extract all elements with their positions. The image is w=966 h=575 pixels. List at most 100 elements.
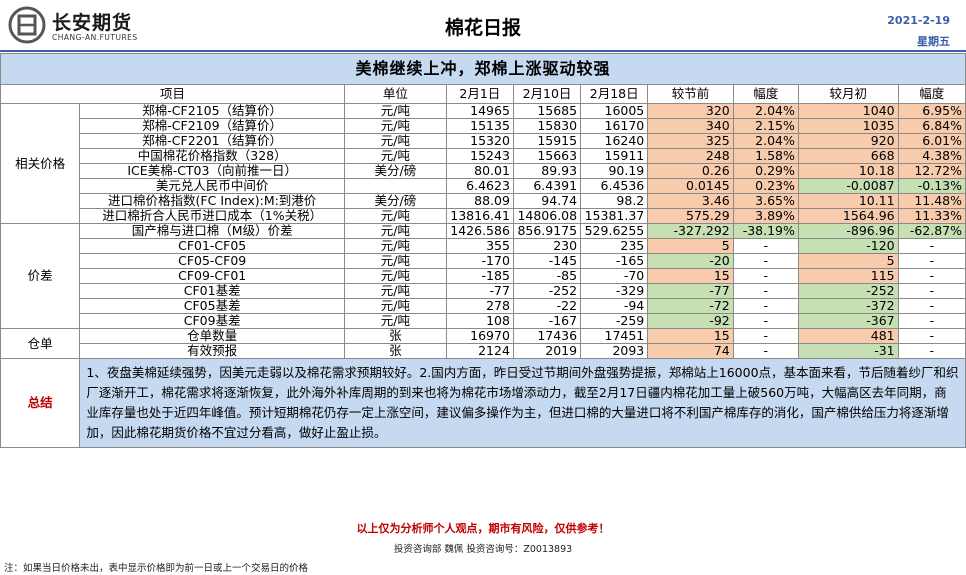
item-name: 郑棉-CF2109（结算价） [79,118,345,134]
change-vs-month-start: -372 [797,298,899,314]
col-header-item: 项目 [0,84,345,104]
item-name: 有效预报 [79,343,345,359]
item-unit: 元/吨 [343,283,447,299]
pct-vs-holiday: -38.19% [732,223,799,239]
col-header-feb1: 2月1日 [445,84,514,104]
pct-vs-holiday: - [732,253,799,269]
col-header-unit: 单位 [343,84,447,104]
value-feb18: 17451 [580,328,649,344]
change-vs-month-start: 115 [797,268,899,284]
change-vs-holiday: 74 [647,343,734,359]
change-vs-month-start: 1035 [797,118,899,134]
value-feb10: -85 [512,268,582,284]
value-feb10: -22 [512,298,582,314]
value-feb1: -77 [445,283,514,299]
change-vs-holiday: 15 [647,328,734,344]
value-feb1: 88.09 [445,193,514,209]
value-feb10: 6.4391 [512,178,582,194]
column-header-row: 项目 单位 2月1日 2月10日 2月18日 较节前 幅度 较月初 幅度 [0,84,966,104]
pct-vs-month-start: - [897,328,966,344]
item-unit: 元/吨 [343,148,447,164]
pct-vs-holiday: 3.89% [732,208,799,224]
footnote: 注：如果当日价格未出，表中显示价格即为前一日或上一个交易日的价格 [4,563,309,574]
item-name: 中国棉花价格指数（328） [79,148,345,164]
value-feb1: 15135 [445,118,514,134]
table-row: 郑棉-CF2109（结算价） 元/吨 15135 15830 16170 340 2.15%… [1,118,966,134]
risk-disclaimer: 以上仅为分析师个人观点，期市有风险，仅供参考！ [356,522,610,535]
value-feb10: 15915 [512,133,582,149]
change-vs-month-start: 920 [797,133,899,149]
value-feb18: 16170 [580,118,649,134]
item-name: CF09-CF01 [79,268,345,284]
value-feb1: 80.01 [445,163,514,179]
pct-vs-month-start: 6.01% [897,133,966,149]
value-feb1: 16970 [445,328,514,344]
item-name: 仓单数量 [79,328,345,344]
change-vs-holiday: 320 [647,103,734,119]
value-feb18: -94 [580,298,649,314]
advisor-info: 投资咨询部 魏佩 投资咨询号：Z0013893 [393,544,573,555]
change-vs-month-start: -252 [797,283,899,299]
value-feb1: 6.4623 [445,178,514,194]
pct-vs-month-start: - [897,253,966,269]
pct-vs-holiday: 3.65% [732,193,799,209]
change-vs-holiday: -92 [647,313,734,329]
pct-vs-holiday: - [732,328,799,344]
change-vs-holiday: -20 [647,253,734,269]
value-feb10: -167 [512,313,582,329]
value-feb18: -329 [580,283,649,299]
change-vs-month-start: 1040 [797,103,899,119]
pct-vs-month-start: - [897,343,966,359]
value-feb10: 15663 [512,148,582,164]
change-vs-month-start: -0.0087 [797,178,899,194]
change-vs-holiday: -77 [647,283,734,299]
pct-vs-holiday: - [732,298,799,314]
item-unit: 美分/磅 [343,193,447,209]
section-label: 价差 [0,223,81,329]
pct-vs-month-start: - [897,238,966,254]
change-vs-month-start: 481 [797,328,899,344]
change-vs-month-start: 10.11 [797,193,899,209]
value-feb10: 230 [512,238,582,254]
table-row: CF09-CF01 元/吨 -185 -85 -70 15-115- [1,268,966,284]
item-name: CF01-CF05 [79,238,345,254]
change-vs-month-start: -31 [797,343,899,359]
pct-vs-holiday: - [732,343,799,359]
item-unit: 元/吨 [343,268,447,284]
value-feb1: 13816.41 [445,208,514,224]
report-date: 2021-2-19 [887,14,950,27]
value-feb18: -165 [580,253,649,269]
section-label: 相关价格 [0,103,81,224]
col-header-pct1: 幅度 [732,84,799,104]
col-header-vs-month-start: 较月初 [797,84,899,104]
change-vs-holiday: 248 [647,148,734,164]
table-row: 价差 国产棉与进口棉（M级）价差 元/吨 1426.586 856.9175 529.62… [0,223,966,329]
pct-vs-holiday: 2.04% [732,133,799,149]
change-vs-holiday: 5 [647,238,734,254]
table-row: 进口棉价格指数(FC Index):M:到港价 美分/磅 88.09 94.74 98.… [1,193,966,209]
item-unit: 元/吨 [343,298,447,314]
pct-vs-month-start: -0.13% [897,178,966,194]
value-feb1: 278 [445,298,514,314]
pct-vs-month-start: 6.95% [897,103,966,119]
value-feb1: 2124 [445,343,514,359]
report-header: 长安期货 CHANG-AN.FUTURES 棉花日报 2021-2-19 星期五 [0,0,966,52]
value-feb10: -252 [512,283,582,299]
col-header-feb10: 2月10日 [512,84,582,104]
change-vs-month-start: -896.96 [797,223,899,239]
change-vs-holiday: 325 [647,133,734,149]
value-feb10: 15830 [512,118,582,134]
item-name: CF09基差 [79,313,345,329]
headline: 美棉继续上冲，郑棉上涨驱动较强 [0,53,966,85]
value-feb10: 2019 [512,343,582,359]
change-vs-month-start: 1564.96 [797,208,899,224]
item-unit: 元/吨 [343,118,447,134]
table-row: CF09基差 元/吨 108 -167 -259 -92- -367- [1,313,966,329]
value-feb10: 17436 [512,328,582,344]
value-feb18: 15381.37 [580,208,649,224]
change-vs-month-start: -120 [797,238,899,254]
value-feb1: 108 [445,313,514,329]
table-row: 进口棉折合人民币进口成本（1%关税） 元/吨 13816.41 14806.08 153… [1,208,966,224]
item-unit: 美分/磅 [343,163,447,179]
item-unit: 元/吨 [343,103,447,119]
